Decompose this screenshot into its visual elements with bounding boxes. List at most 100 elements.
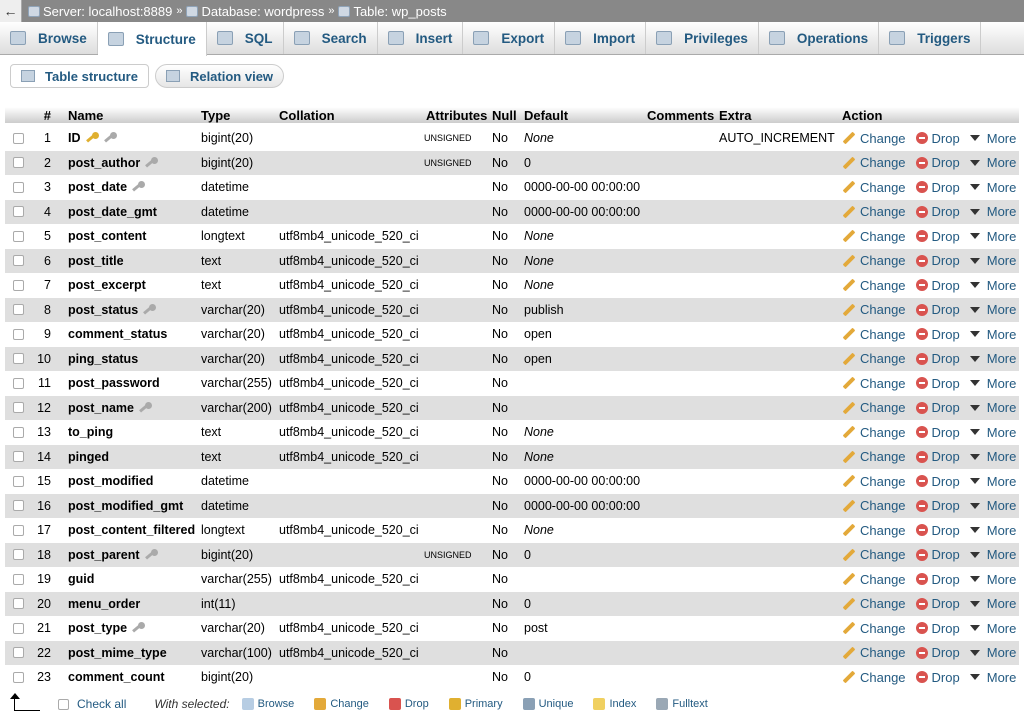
breadcrumb-database[interactable]: Database: wordpress — [186, 4, 324, 19]
breadcrumb-table-label[interactable]: Table: wp_posts — [353, 3, 447, 19]
bulk-browse-button[interactable]: Browse — [241, 698, 294, 710]
change-button[interactable]: Change — [842, 645, 906, 660]
change-button[interactable]: Change — [842, 474, 906, 489]
change-button[interactable]: Change — [842, 547, 906, 562]
bulk-primary-button[interactable]: Primary — [448, 698, 503, 710]
more-button[interactable]: More — [960, 180, 1016, 195]
row-checkbox[interactable] — [13, 500, 24, 512]
drop-button[interactable]: Drop — [906, 400, 960, 415]
change-button[interactable]: Change — [842, 572, 906, 587]
index-key-icon[interactable] — [142, 303, 157, 316]
more-button[interactable]: More — [960, 376, 1016, 391]
row-checkbox[interactable] — [13, 230, 24, 242]
relation-view-button[interactable]: Relation view — [154, 64, 285, 88]
row-checkbox[interactable] — [13, 157, 24, 169]
primary-key-icon[interactable] — [85, 132, 99, 144]
index-key-icon[interactable] — [144, 156, 159, 169]
row-checkbox[interactable] — [13, 328, 24, 340]
more-button[interactable]: More — [960, 645, 1016, 660]
drop-button[interactable]: Drop — [906, 645, 960, 660]
breadcrumb-server[interactable]: Server: localhost:8889 — [28, 4, 172, 19]
more-button[interactable]: More — [960, 302, 1016, 317]
change-button[interactable]: Change — [842, 351, 906, 366]
drop-button[interactable]: Drop — [906, 351, 960, 366]
index-key-icon[interactable] — [138, 401, 152, 414]
tab-import[interactable]: Import — [555, 22, 647, 54]
drop-button[interactable]: Drop — [906, 229, 960, 244]
change-button[interactable]: Change — [842, 425, 906, 440]
row-checkbox[interactable] — [13, 475, 24, 487]
change-button[interactable]: Change — [842, 498, 906, 513]
drop-button[interactable]: Drop — [906, 131, 960, 146]
change-button[interactable]: Change — [842, 376, 906, 391]
change-button[interactable]: Change — [842, 327, 906, 342]
drop-button[interactable]: Drop — [906, 425, 960, 440]
change-button[interactable]: Change — [842, 400, 906, 415]
change-button[interactable]: Change — [842, 131, 906, 146]
change-button[interactable]: Change — [842, 523, 906, 538]
tab-sql[interactable]: SQL — [207, 22, 284, 54]
row-checkbox[interactable] — [13, 622, 24, 634]
drop-button[interactable]: Drop — [906, 523, 960, 538]
more-button[interactable]: More — [960, 498, 1016, 513]
index-key-icon[interactable] — [131, 622, 146, 634]
drop-button[interactable]: Drop — [906, 253, 960, 268]
row-checkbox[interactable] — [13, 426, 24, 438]
row-checkbox[interactable] — [13, 402, 24, 414]
back-button[interactable]: ← — [0, 0, 22, 22]
tab-search[interactable]: Search — [284, 22, 378, 54]
row-checkbox[interactable] — [13, 132, 24, 144]
more-button[interactable]: More — [960, 425, 1016, 440]
row-checkbox[interactable] — [13, 206, 24, 218]
drop-button[interactable]: Drop — [906, 180, 960, 195]
row-checkbox[interactable] — [13, 549, 24, 561]
row-checkbox[interactable] — [13, 573, 24, 585]
more-button[interactable]: More — [960, 474, 1016, 489]
bulk-unique-button[interactable]: Unique — [522, 698, 573, 710]
row-checkbox[interactable] — [13, 671, 24, 683]
row-checkbox[interactable] — [13, 181, 24, 193]
more-button[interactable]: More — [960, 155, 1016, 170]
more-button[interactable]: More — [960, 670, 1016, 685]
bulk-fulltext-button[interactable]: Fulltext — [656, 698, 708, 710]
tab-structure[interactable]: Structure — [97, 22, 207, 56]
row-checkbox[interactable] — [13, 353, 24, 365]
more-button[interactable]: More — [960, 596, 1016, 611]
row-checkbox[interactable] — [13, 598, 24, 610]
more-button[interactable]: More — [960, 449, 1016, 464]
table-structure-button[interactable]: Table structure — [10, 64, 149, 88]
tab-insert[interactable]: Insert — [378, 22, 464, 54]
tab-operations[interactable]: Operations — [759, 22, 880, 54]
row-checkbox[interactable] — [13, 647, 24, 659]
tab-export[interactable]: Export — [463, 22, 556, 54]
row-checkbox[interactable] — [13, 304, 24, 316]
more-button[interactable]: More — [960, 253, 1016, 268]
row-checkbox[interactable] — [13, 377, 24, 389]
breadcrumb-database-label[interactable]: Database: wordpress — [201, 3, 325, 19]
more-button[interactable]: More — [960, 547, 1016, 562]
change-button[interactable]: Change — [842, 449, 906, 464]
change-button[interactable]: Change — [842, 180, 906, 195]
drop-button[interactable]: Drop — [906, 204, 960, 219]
drop-button[interactable]: Drop — [906, 376, 960, 391]
drop-button[interactable]: Drop — [906, 155, 960, 170]
more-button[interactable]: More — [960, 131, 1016, 146]
check-all-link[interactable]: Check all — [77, 697, 127, 711]
drop-button[interactable]: Drop — [906, 498, 960, 513]
index-key-icon[interactable] — [131, 181, 146, 193]
tab-triggers[interactable]: Triggers — [879, 22, 982, 54]
drop-button[interactable]: Drop — [906, 621, 960, 636]
drop-button[interactable]: Drop — [906, 327, 960, 342]
bulk-drop-button[interactable]: Drop — [388, 698, 429, 710]
change-button[interactable]: Change — [842, 278, 906, 293]
more-button[interactable]: More — [960, 278, 1016, 293]
more-button[interactable]: More — [960, 327, 1016, 342]
more-button[interactable]: More — [960, 204, 1016, 219]
drop-button[interactable]: Drop — [906, 596, 960, 611]
bulk-index-button[interactable]: Index — [593, 698, 636, 710]
index-key-icon[interactable] — [144, 548, 158, 561]
row-checkbox[interactable] — [13, 451, 24, 463]
drop-button[interactable]: Drop — [906, 572, 960, 587]
check-all-checkbox[interactable] — [58, 698, 69, 710]
bulk-change-button[interactable]: Change — [314, 698, 369, 710]
